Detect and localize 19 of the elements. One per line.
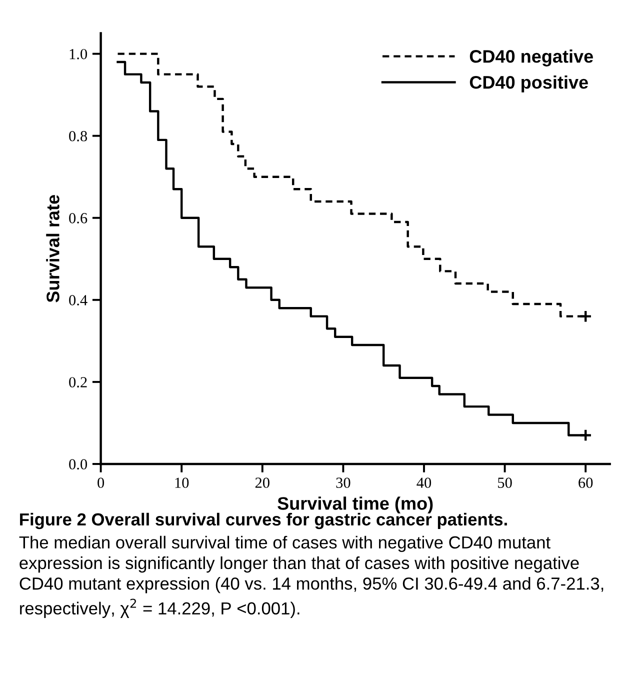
y-tick-label: 0.6 — [69, 213, 88, 224]
x-tick-label: 30 — [336, 478, 350, 488]
y-tick-label: 0.4 — [69, 295, 88, 306]
x-tick-label: 10 — [175, 478, 189, 488]
y-tick-label: 1.0 — [70, 48, 88, 60]
x-tick-label: 20 — [255, 478, 270, 488]
y-axis-title: Survival rate — [46, 195, 60, 302]
text: Figure 2 Overall survival curves for gastric cancer patients. — [20, 512, 507, 530]
y-tick-label: 0.2 — [69, 377, 87, 388]
x-tick-label: 0 — [98, 478, 104, 488]
text: The median overall survival time of cases with negative CD40 mutant expression is significantly longer than that of cases with positive negative CD40 mutant expression (40 vs. 14 months, 95% CI 30.6-49.4 and 6.7-21.3, respectively, χ$^{2}$ = 14.229, P <0.001). — [19, 536, 604, 618]
legend-label: CD40 positive — [470, 75, 588, 92]
legend-label: CD40 negative — [470, 50, 593, 66]
x-axis-title: Survival time (mo) — [278, 496, 433, 514]
x-tick-label: 60 — [578, 478, 593, 488]
x-tick-label: 50 — [498, 478, 512, 488]
y-tick-label: 0.8 — [69, 130, 88, 142]
y-tick-label: 0.0 — [69, 459, 88, 470]
x-tick-label: 40 — [416, 478, 432, 488]
